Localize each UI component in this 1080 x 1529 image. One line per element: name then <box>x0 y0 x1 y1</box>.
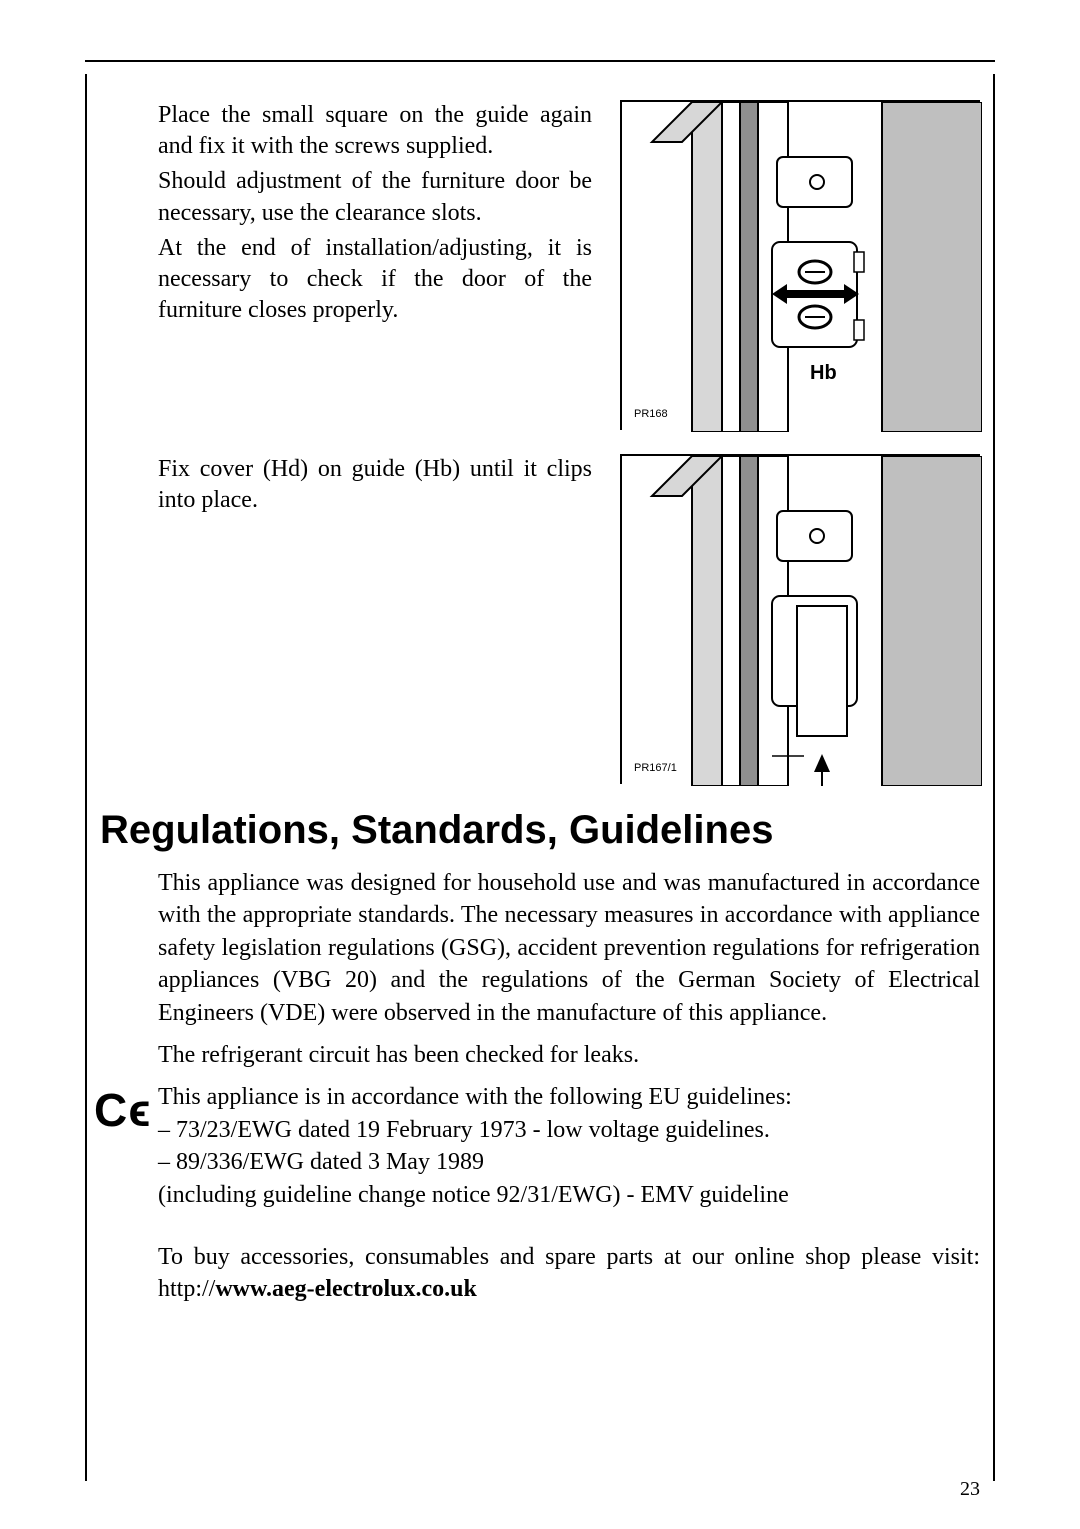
install-text-2: Fix cover (Hd) on guide (Hb) until it cl… <box>100 454 592 784</box>
install-para-4: Fix cover (Hd) on guide (Hb) until it cl… <box>158 454 592 516</box>
install-para-3: At the end of installation/adjusting, it… <box>158 233 592 327</box>
figure-label-hb: Hb <box>810 362 837 385</box>
shop-url: www.aeg-electrolux.co.uk <box>215 1276 477 1302</box>
regs-para-2: The refrigerant circuit has been checked… <box>158 1039 980 1071</box>
regs-para-1: This appliance was designed for househol… <box>158 867 980 1029</box>
figure-pr168: Hb PR168 <box>620 100 980 430</box>
install-row-2: Fix cover (Hd) on guide (Hb) until it cl… <box>100 454 980 784</box>
top-rule <box>85 60 995 62</box>
ce-mark-icon: C ϵ <box>94 1079 146 1141</box>
install-para-1: Place the small square on the guide agai… <box>158 100 592 162</box>
page-number: 23 <box>960 1478 980 1501</box>
install-row-1: Place the small square on the guide agai… <box>100 100 980 430</box>
shop-block: To buy accessories, consumables and spar… <box>100 1241 980 1306</box>
section-title-regulations: Regulations, Standards, Guidelines <box>100 808 980 853</box>
figure-ref-pr167-1: PR167/1 <box>634 762 677 774</box>
regulations-body: This appliance was designed for househol… <box>100 867 980 1071</box>
install-para-2: Should adjustment of the furniture door … <box>158 166 592 228</box>
ce-intro: This appliance is in accordance with the… <box>158 1081 980 1113</box>
ce-block: C ϵ This appliance is in accordance with… <box>100 1081 980 1211</box>
ce-line-2: – 89/336/EWG dated 3 May 1989 <box>158 1146 980 1178</box>
install-text-1: Place the small square on the guide agai… <box>100 100 592 430</box>
figure-pr167-1: PR167/1 <box>620 454 980 784</box>
figure-ref-pr168: PR168 <box>634 408 668 420</box>
ce-line-3: (including guideline change notice 92/31… <box>158 1179 980 1211</box>
ce-line-1: – 73/23/EWG dated 19 February 1973 - low… <box>158 1114 980 1146</box>
